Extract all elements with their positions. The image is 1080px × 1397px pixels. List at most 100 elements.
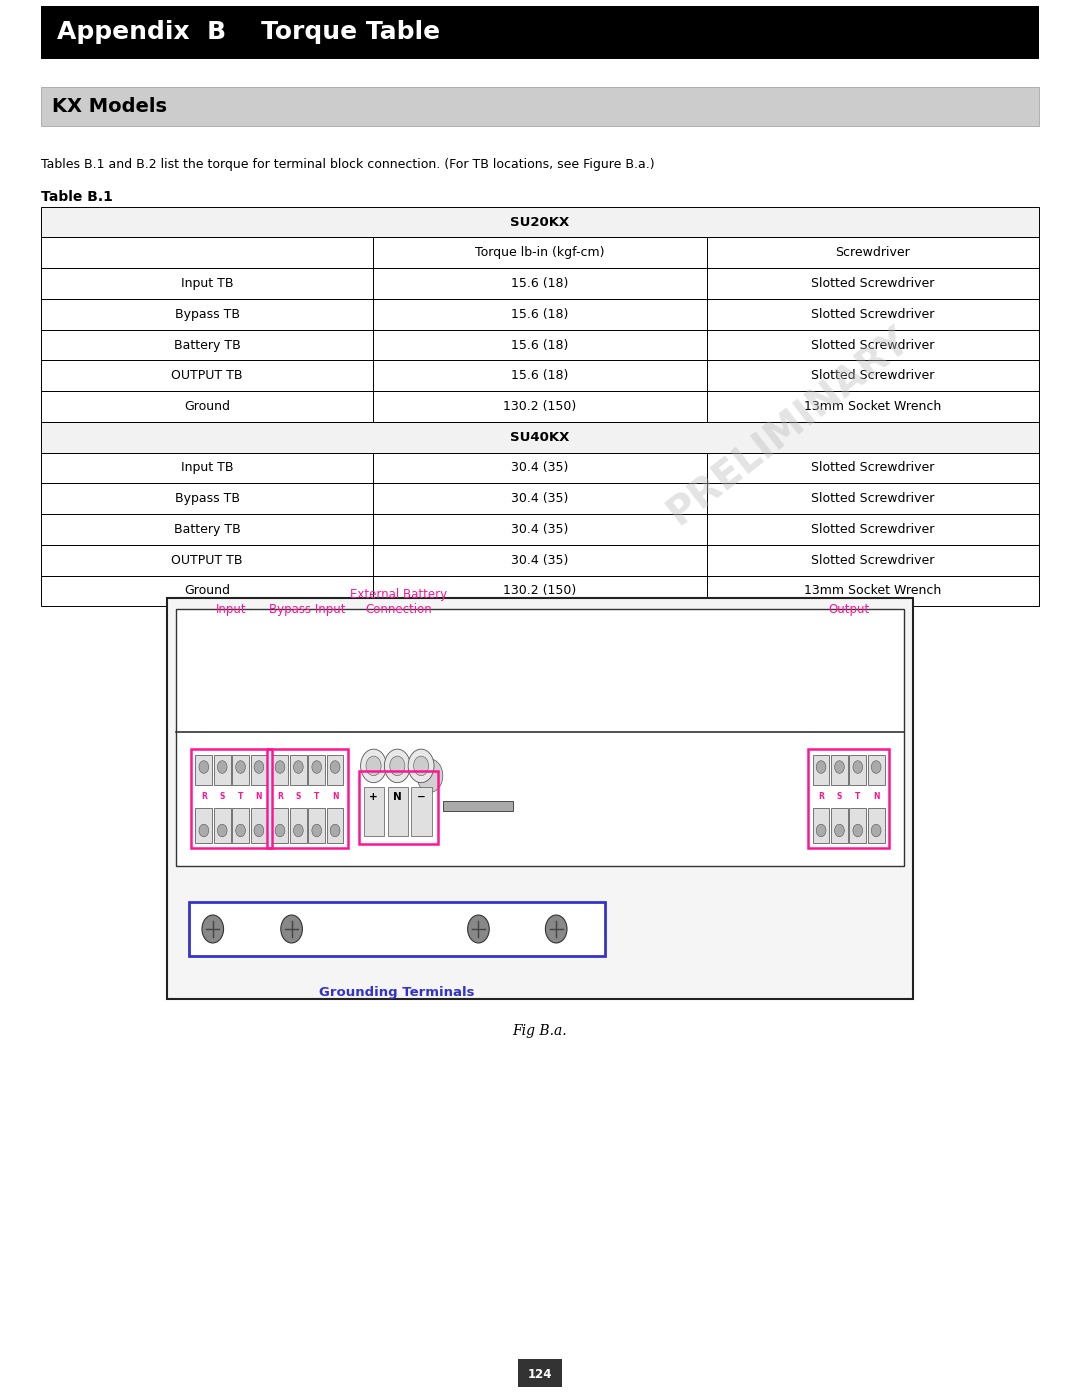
Text: 30.4 (35): 30.4 (35) xyxy=(511,461,569,475)
Circle shape xyxy=(872,824,881,837)
Bar xyxy=(831,754,848,785)
Bar xyxy=(808,749,889,848)
Circle shape xyxy=(202,915,224,943)
Bar xyxy=(411,787,432,835)
Bar xyxy=(41,268,1039,299)
Text: R: R xyxy=(819,792,824,800)
Bar xyxy=(232,807,248,842)
Text: OUTPUT TB: OUTPUT TB xyxy=(172,369,243,383)
Text: Ground: Ground xyxy=(185,400,230,414)
Bar xyxy=(41,483,1039,514)
Text: −: − xyxy=(417,792,426,802)
Bar xyxy=(41,422,1039,453)
Text: Tables B.1 and B.2 list the torque for terminal block connection. (For TB locati: Tables B.1 and B.2 list the torque for t… xyxy=(41,158,654,170)
Bar xyxy=(359,771,438,844)
Bar xyxy=(272,754,288,785)
Bar xyxy=(189,902,605,956)
Bar xyxy=(849,754,866,785)
Circle shape xyxy=(254,824,264,837)
Text: S: S xyxy=(296,792,301,800)
Circle shape xyxy=(835,824,845,837)
Bar xyxy=(176,609,904,866)
Circle shape xyxy=(275,824,285,837)
Text: 30.4 (35): 30.4 (35) xyxy=(511,553,569,567)
Text: 13mm Socket Wrench: 13mm Socket Wrench xyxy=(805,400,942,414)
Circle shape xyxy=(312,824,322,837)
Bar xyxy=(41,391,1039,422)
Bar xyxy=(268,749,348,848)
Bar xyxy=(272,807,288,842)
Text: 13mm Socket Wrench: 13mm Socket Wrench xyxy=(805,584,942,598)
Bar xyxy=(41,330,1039,360)
Bar xyxy=(812,807,829,842)
Bar xyxy=(41,545,1039,576)
Text: Slotted Screwdriver: Slotted Screwdriver xyxy=(811,492,934,506)
Circle shape xyxy=(384,749,410,782)
Text: T: T xyxy=(314,792,320,800)
Bar xyxy=(41,207,1039,237)
Circle shape xyxy=(330,824,340,837)
Circle shape xyxy=(414,756,429,775)
Bar xyxy=(867,807,885,842)
Circle shape xyxy=(217,761,227,774)
Bar xyxy=(388,787,408,835)
Bar xyxy=(214,754,231,785)
Bar xyxy=(41,6,1039,59)
Text: Bypass Input: Bypass Input xyxy=(269,604,346,616)
Bar xyxy=(214,807,231,842)
Text: T: T xyxy=(238,792,243,800)
Circle shape xyxy=(294,824,303,837)
Circle shape xyxy=(281,915,302,943)
Text: 15.6 (18): 15.6 (18) xyxy=(511,277,569,291)
Bar xyxy=(41,237,1039,268)
Text: 124: 124 xyxy=(528,1368,552,1382)
Text: Battery TB: Battery TB xyxy=(174,522,241,536)
Bar xyxy=(326,754,343,785)
Text: Input TB: Input TB xyxy=(181,277,233,291)
Text: Screwdriver: Screwdriver xyxy=(836,246,910,260)
Circle shape xyxy=(853,761,863,774)
Text: KX Models: KX Models xyxy=(52,96,166,116)
Circle shape xyxy=(366,756,381,775)
Circle shape xyxy=(853,824,863,837)
Bar xyxy=(41,514,1039,545)
Circle shape xyxy=(816,761,826,774)
Circle shape xyxy=(275,761,285,774)
Bar xyxy=(849,807,866,842)
Text: PR: PR xyxy=(160,756,268,824)
Text: Slotted Screwdriver: Slotted Screwdriver xyxy=(811,338,934,352)
Circle shape xyxy=(199,824,208,837)
Bar xyxy=(443,800,513,810)
Bar xyxy=(41,299,1039,330)
Text: Input: Input xyxy=(216,604,246,616)
Bar xyxy=(364,787,384,835)
Text: Slotted Screwdriver: Slotted Screwdriver xyxy=(811,307,934,321)
Bar xyxy=(41,576,1039,606)
Circle shape xyxy=(816,824,826,837)
Bar xyxy=(41,453,1039,483)
Text: Slotted Screwdriver: Slotted Screwdriver xyxy=(811,522,934,536)
Text: N: N xyxy=(873,792,879,800)
Text: External Battery
Connection: External Battery Connection xyxy=(350,588,447,616)
Circle shape xyxy=(545,915,567,943)
Text: Slotted Screwdriver: Slotted Screwdriver xyxy=(811,277,934,291)
Bar xyxy=(195,807,212,842)
Bar xyxy=(289,754,307,785)
Circle shape xyxy=(312,761,322,774)
Circle shape xyxy=(417,759,443,792)
Text: N: N xyxy=(393,792,402,802)
Text: Slotted Screwdriver: Slotted Screwdriver xyxy=(811,369,934,383)
Bar xyxy=(309,754,325,785)
Text: S: S xyxy=(837,792,842,800)
Text: S: S xyxy=(219,792,225,800)
Bar xyxy=(867,754,885,785)
Text: N: N xyxy=(256,792,262,800)
Text: Input TB: Input TB xyxy=(181,461,233,475)
Text: 30.4 (35): 30.4 (35) xyxy=(511,492,569,506)
Text: Bypass TB: Bypass TB xyxy=(175,492,240,506)
Text: Battery TB: Battery TB xyxy=(174,338,241,352)
Bar xyxy=(251,807,268,842)
Text: Appendix  B    Torque Table: Appendix B Torque Table xyxy=(57,20,441,45)
Text: R: R xyxy=(201,792,206,800)
Text: 15.6 (18): 15.6 (18) xyxy=(511,307,569,321)
